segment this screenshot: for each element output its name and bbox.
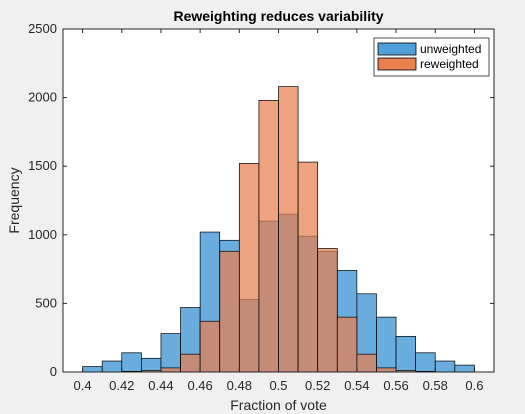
- x-axis-label: Fraction of vote: [230, 397, 327, 413]
- bar-unweighted-1: [101, 360, 123, 373]
- legend-label-reweighted: reweighted: [420, 57, 479, 71]
- y-tick-label: 2000: [28, 90, 57, 105]
- bar-unweighted-15: [376, 316, 397, 373]
- x-tick-label: 0.46: [187, 378, 212, 393]
- bar-unweighted-16: [395, 335, 416, 373]
- x-tick-label: 0.5: [269, 378, 287, 393]
- y-tick-label: 1000: [28, 227, 57, 242]
- histogram-bars: [82, 86, 475, 373]
- bar-reweighted-12: [356, 353, 377, 373]
- bar-reweighted-11: [336, 316, 358, 373]
- bar-reweighted-13: [376, 367, 397, 373]
- bar-reweighted-10: [317, 248, 338, 373]
- x-tick-label: 0.56: [383, 378, 408, 393]
- y-tick-label: 0: [50, 364, 57, 379]
- x-tick-label: 0.6: [465, 378, 483, 393]
- chart-title: Reweighting reduces variability: [173, 8, 383, 24]
- legend-swatch-reweighted: [377, 57, 417, 71]
- bar-reweighted-8: [278, 86, 299, 373]
- x-tick-label: 0.44: [148, 378, 173, 393]
- y-axis-ticks: 0 500 1000 1500 2000 2500: [28, 21, 494, 379]
- bar-reweighted-9: [297, 161, 319, 373]
- legend-swatch-unweighted: [377, 42, 417, 56]
- legend-label-unweighted: unweighted: [420, 42, 481, 56]
- y-tick-label: 1500: [28, 158, 57, 173]
- x-tick-label: 0.54: [344, 378, 369, 393]
- bar-unweighted-3: [141, 357, 162, 373]
- bar-reweighted-5: [219, 250, 240, 373]
- x-axis-ticks: 0.4 0.42 0.44 0.46 0.48 0.5 0.52 0.54 0.56 0.58 0.…: [74, 29, 483, 393]
- y-axis-label: Frequency: [6, 167, 22, 233]
- bar-reweighted-7: [258, 99, 279, 373]
- x-tick-label: 0.42: [109, 378, 134, 393]
- bar-reweighted-2: [160, 367, 181, 373]
- bar-unweighted-17: [415, 352, 436, 373]
- bar-unweighted-4: [160, 333, 181, 373]
- x-tick-label: 0.58: [423, 378, 448, 393]
- bar-reweighted-3: [180, 353, 201, 373]
- bar-unweighted-18: [434, 360, 456, 373]
- y-tick-label: 2500: [28, 21, 57, 36]
- x-tick-label: 0.4: [74, 378, 92, 393]
- bar-unweighted-19: [454, 364, 475, 373]
- bar-reweighted-6: [238, 163, 260, 373]
- y-tick-label: 500: [35, 295, 57, 310]
- x-tick-label: 0.52: [305, 378, 330, 393]
- bar-reweighted-4: [199, 320, 221, 373]
- bar-unweighted-0: [82, 366, 103, 373]
- x-tick-label: 0.48: [227, 378, 252, 393]
- bar-unweighted-2: [121, 352, 142, 373]
